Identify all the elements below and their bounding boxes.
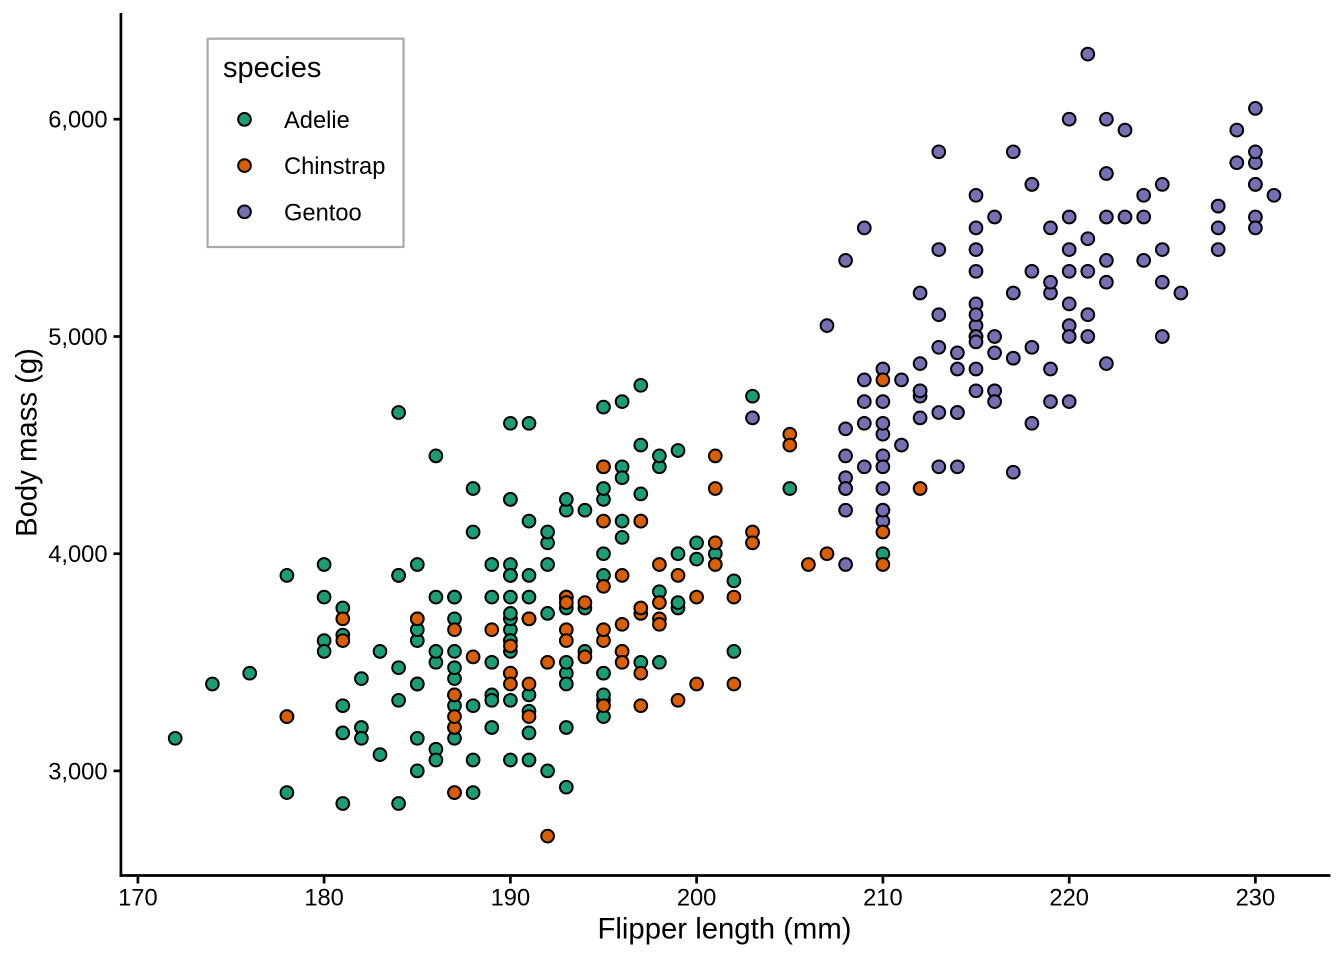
svg-text:Gentoo: Gentoo [284, 200, 362, 226]
svg-text:Flipper length (mm): Flipper length (mm) [598, 913, 852, 946]
svg-text:3,000: 3,000 [48, 759, 107, 785]
svg-text:species: species [223, 52, 321, 84]
svg-text:Adelie: Adelie [284, 108, 350, 134]
svg-text:180: 180 [304, 886, 344, 912]
svg-text:210: 210 [863, 886, 903, 912]
svg-text:5,000: 5,000 [48, 325, 107, 351]
svg-text:Chinstrap: Chinstrap [284, 154, 385, 180]
svg-text:4,000: 4,000 [48, 542, 107, 568]
svg-text:230: 230 [1236, 886, 1276, 912]
svg-text:Body mass (g): Body mass (g) [11, 348, 44, 537]
svg-text:6,000: 6,000 [48, 108, 107, 134]
svg-text:200: 200 [677, 886, 717, 912]
svg-text:220: 220 [1049, 886, 1089, 912]
svg-text:190: 190 [491, 886, 531, 912]
svg-text:170: 170 [118, 886, 158, 912]
